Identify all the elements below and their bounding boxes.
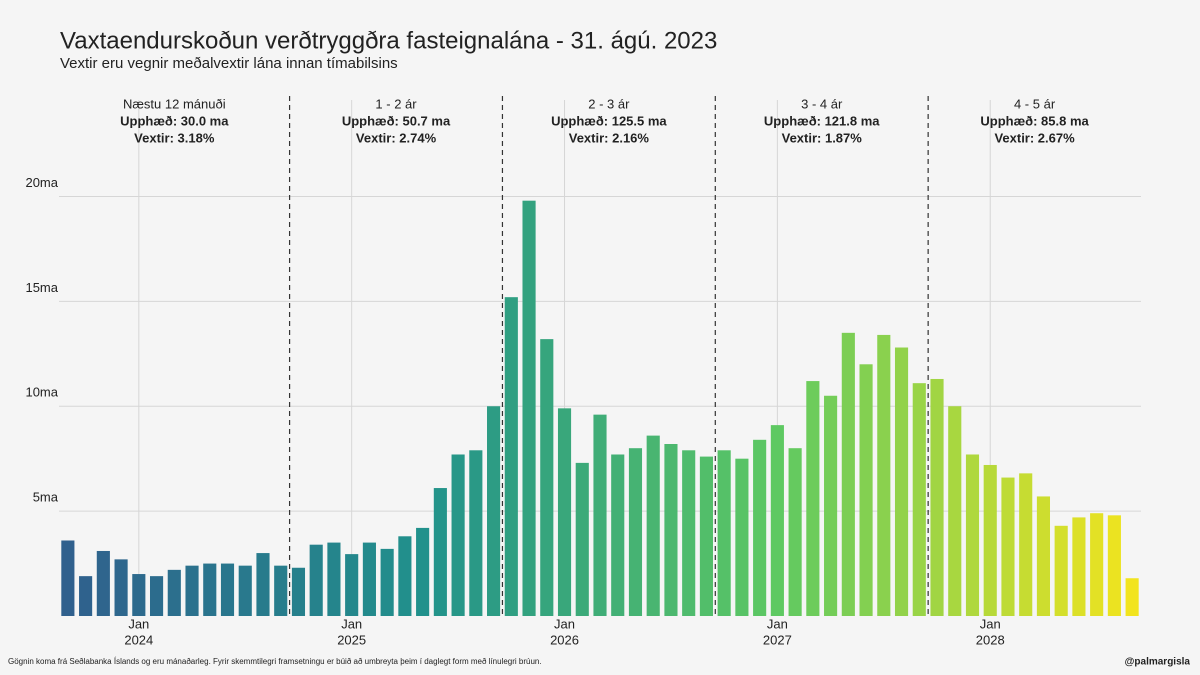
bar (416, 527, 430, 616)
section-rate: Vextir: 1.87% (782, 130, 863, 145)
footnote: Gögnin koma frá Seðlabanka Íslands og er… (8, 657, 542, 666)
bar (114, 559, 128, 616)
bar (203, 563, 217, 616)
bar (735, 458, 749, 616)
bar (575, 462, 589, 616)
bar (469, 450, 483, 616)
bar (806, 381, 820, 616)
bar (61, 540, 75, 616)
bar (912, 383, 926, 616)
y-tick-label: 10ma (25, 385, 58, 400)
section-label: 3 - 4 ár (801, 96, 843, 111)
section-rate: Vextir: 2.67% (994, 130, 1075, 145)
bar (788, 448, 802, 616)
bar (398, 536, 412, 616)
bar (291, 567, 306, 616)
chart-title: Vaxtaendurskoðun verðtryggðra fasteignal… (60, 27, 717, 54)
bar (132, 574, 146, 616)
bar (238, 565, 252, 616)
bar (877, 334, 891, 616)
bar (487, 406, 501, 616)
bar (1001, 477, 1015, 616)
bar (770, 425, 784, 616)
bar (167, 569, 181, 616)
credit: @palmargisla (1125, 657, 1191, 668)
bar (646, 435, 660, 616)
bar (1072, 517, 1086, 616)
x-tick-label: Jan (554, 616, 575, 631)
bar (717, 450, 731, 616)
bar (930, 378, 944, 616)
bar (628, 448, 643, 616)
bar (96, 550, 110, 616)
x-tick-label: Jan (341, 616, 362, 631)
section-label: 2 - 3 ár (588, 96, 630, 111)
bar (1107, 515, 1121, 616)
bar (611, 454, 625, 616)
x-tick-year: 2026 (550, 632, 579, 647)
x-tick-year: 2027 (763, 632, 792, 647)
section-label: Næstu 12 mánuði (123, 96, 226, 111)
x-tick-label: Jan (767, 616, 788, 631)
bar (79, 576, 93, 616)
x-tick-label: Jan (980, 616, 1001, 631)
bar (894, 347, 909, 616)
section-label: 1 - 2 ár (375, 96, 417, 111)
x-tick-year: 2025 (337, 632, 366, 647)
bar (699, 456, 713, 616)
bar (593, 414, 607, 616)
y-tick-label: 20ma (25, 175, 58, 190)
section-amount: Upphæð: 85.8 ma (980, 113, 1089, 128)
bar (185, 565, 199, 616)
bar (220, 563, 235, 616)
section-rate: Vextir: 2.16% (569, 130, 650, 145)
bar (256, 553, 270, 616)
section-label: 4 - 5 ár (1014, 96, 1056, 111)
bar (380, 548, 394, 616)
bar (540, 339, 554, 616)
section-amount: Upphæð: 30.0 ma (120, 113, 229, 128)
bar (345, 554, 359, 616)
bar (664, 444, 678, 616)
x-tick-label: Jan (128, 616, 149, 631)
y-tick-label: 15ma (25, 280, 58, 295)
x-tick-year: 2028 (976, 632, 1005, 647)
bar (149, 576, 164, 616)
bar (522, 200, 536, 616)
bar (504, 297, 518, 616)
bar (1019, 473, 1033, 616)
bar (557, 408, 572, 616)
bar (433, 488, 447, 616)
bar (362, 542, 376, 616)
section-rate: Vextir: 2.74% (356, 130, 437, 145)
bar (1054, 525, 1068, 616)
bar (1090, 513, 1104, 616)
section-rate: Vextir: 3.18% (134, 130, 215, 145)
bar (274, 565, 288, 616)
bar (451, 454, 465, 616)
bar (859, 364, 873, 616)
bar (983, 464, 997, 616)
bar (753, 439, 767, 616)
bar (948, 406, 962, 616)
bar (1125, 578, 1139, 616)
bar (824, 395, 838, 616)
bar (841, 332, 855, 616)
bar (327, 542, 341, 616)
y-tick-label: 5ma (33, 490, 59, 505)
bar (1036, 496, 1051, 616)
bar (682, 450, 696, 616)
section-amount: Upphæð: 50.7 ma (342, 113, 451, 128)
bar (309, 544, 323, 616)
section-amount: Upphæð: 121.8 ma (764, 113, 880, 128)
section-amount: Upphæð: 125.5 ma (551, 113, 667, 128)
bar (965, 454, 980, 616)
chart-subtitle: Vextir eru vegnir meðalvextir lána innan… (60, 55, 398, 72)
x-tick-year: 2024 (124, 632, 153, 647)
